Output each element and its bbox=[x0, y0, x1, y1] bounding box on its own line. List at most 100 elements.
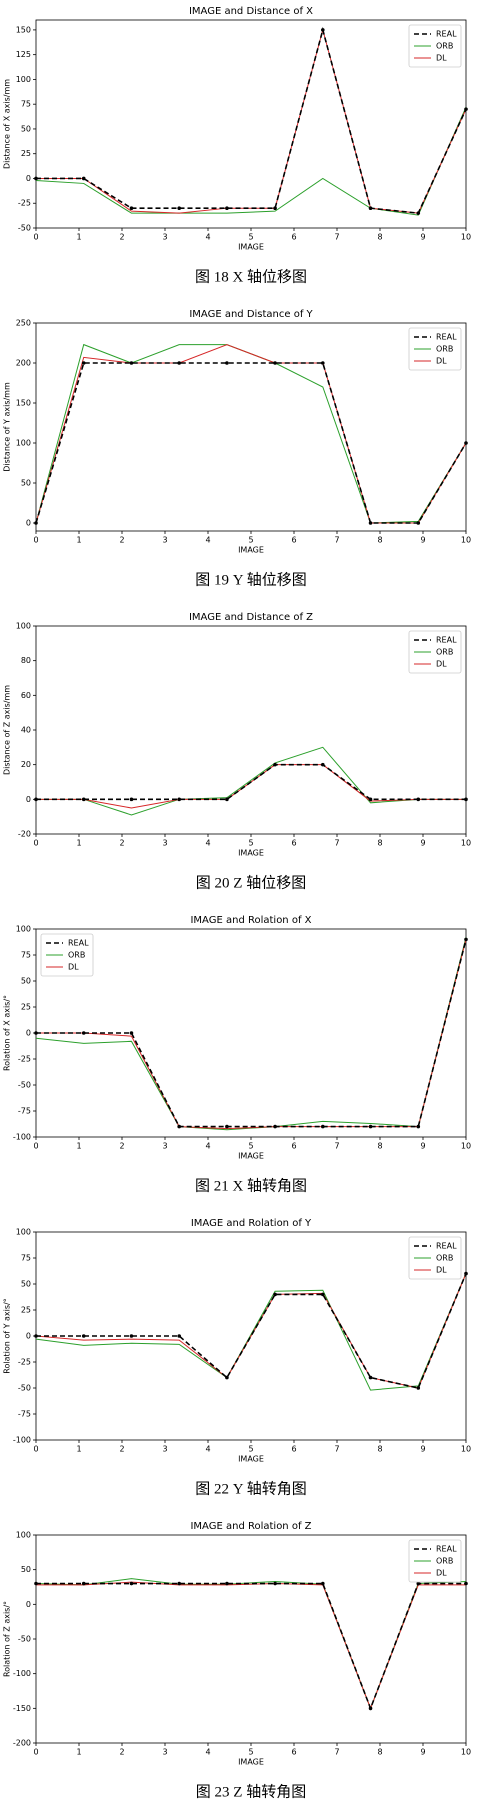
y-axis-label: Rolation of Z axis/° bbox=[3, 1601, 12, 1677]
x-tick-label: 0 bbox=[33, 233, 38, 242]
y-tick-label: 100 bbox=[16, 75, 31, 84]
x-tick-label: 4 bbox=[205, 839, 210, 848]
point bbox=[129, 206, 134, 210]
point bbox=[34, 1334, 38, 1338]
x-tick-label: 10 bbox=[461, 839, 471, 848]
point bbox=[225, 206, 229, 210]
x-tick-label: 0 bbox=[33, 1748, 38, 1757]
point bbox=[273, 1124, 277, 1129]
y-tick-label: -50 bbox=[18, 1635, 31, 1644]
x-tick-label: 1 bbox=[76, 839, 81, 848]
legend-label: DL bbox=[436, 1569, 447, 1578]
y-axis-label: Rolation of Y axis/° bbox=[3, 1298, 12, 1374]
y-tick-label: -75 bbox=[18, 1107, 31, 1116]
point bbox=[273, 1581, 277, 1586]
legend-label: DL bbox=[436, 1266, 447, 1275]
y-tick-label: -25 bbox=[18, 1055, 31, 1064]
y-tick-label: 100 bbox=[16, 925, 31, 934]
y-tick-label: -75 bbox=[18, 1410, 31, 1419]
y-axis-label: Distance of X axis/mm bbox=[3, 79, 12, 169]
point bbox=[273, 1292, 277, 1297]
legend-label: ORB bbox=[436, 42, 453, 51]
x-tick-label: 6 bbox=[291, 1445, 296, 1454]
x-tick-label: 9 bbox=[420, 839, 425, 848]
point bbox=[464, 1271, 468, 1276]
chart-title: IMAGE and Rolation of X bbox=[190, 915, 311, 926]
series-line bbox=[36, 27, 467, 214]
x-tick-label: 7 bbox=[334, 536, 339, 545]
x-tick-label: 5 bbox=[248, 536, 253, 545]
x-tick-label: 2 bbox=[119, 1445, 124, 1454]
legend-label: REAL bbox=[436, 30, 457, 39]
y-tick-label: 50 bbox=[21, 1280, 31, 1289]
x-tick-label: 2 bbox=[119, 1142, 124, 1151]
x-tick-label: 3 bbox=[162, 1142, 167, 1151]
x-axis-label: IMAGE bbox=[238, 1455, 264, 1464]
y-tick-label: 100 bbox=[16, 1228, 31, 1237]
x-tick-label: 9 bbox=[420, 536, 425, 545]
point bbox=[368, 1124, 373, 1129]
point bbox=[177, 1124, 181, 1129]
y-tick-label: 0 bbox=[26, 519, 31, 528]
x-tick-label: 6 bbox=[291, 536, 296, 545]
y-tick-label: 0 bbox=[26, 1600, 31, 1609]
point bbox=[225, 361, 229, 365]
point bbox=[416, 797, 421, 802]
x-tick-label: 1 bbox=[76, 536, 81, 545]
point bbox=[321, 762, 325, 767]
point bbox=[81, 797, 86, 802]
point bbox=[464, 1581, 468, 1586]
point bbox=[368, 206, 373, 210]
point bbox=[129, 1581, 134, 1586]
y-tick-label: 0 bbox=[26, 174, 31, 183]
x-tick-label: 4 bbox=[205, 1445, 210, 1454]
x-tick-label: 3 bbox=[162, 839, 167, 848]
x-tick-label: 8 bbox=[377, 839, 382, 848]
legend-label: REAL bbox=[436, 333, 457, 342]
series-line bbox=[36, 746, 466, 816]
caption: 图 20 Z 轴位移图 bbox=[196, 874, 306, 891]
point bbox=[416, 1386, 421, 1390]
series-line bbox=[36, 939, 467, 1130]
x-tick-label: 10 bbox=[461, 1748, 471, 1757]
y-tick-label: 75 bbox=[21, 1254, 31, 1263]
x-tick-label: 9 bbox=[420, 1142, 425, 1151]
point bbox=[464, 937, 468, 942]
series-line bbox=[36, 763, 466, 801]
x-tick-label: 6 bbox=[291, 233, 296, 242]
y-tick-label: 150 bbox=[16, 399, 31, 408]
y-tick-label: 0 bbox=[26, 795, 31, 804]
x-tick-label: 3 bbox=[162, 1445, 167, 1454]
legend-box bbox=[408, 1236, 462, 1280]
series-line bbox=[35, 1273, 467, 1389]
legend-box bbox=[40, 933, 94, 977]
y-tick-label: 200 bbox=[16, 359, 31, 368]
point bbox=[81, 361, 86, 365]
x-tick-label: 1 bbox=[76, 1748, 81, 1757]
point bbox=[177, 1581, 181, 1586]
x-tick-label: 9 bbox=[420, 1445, 425, 1454]
x-tick-label: 10 bbox=[461, 1445, 471, 1454]
x-tick-label: 10 bbox=[461, 536, 471, 545]
point bbox=[368, 521, 373, 525]
y-tick-label: 25 bbox=[21, 1003, 31, 1012]
y-axis-label: Distance of Y axis/mm bbox=[3, 382, 12, 472]
legend-label: REAL bbox=[436, 1242, 457, 1251]
y-tick-label: 0 bbox=[26, 1332, 31, 1341]
x-tick-label: 3 bbox=[162, 536, 167, 545]
caption: 图 21 X 轴转角图 bbox=[195, 1177, 307, 1194]
point bbox=[81, 1334, 86, 1338]
point bbox=[129, 797, 134, 802]
point bbox=[81, 1581, 86, 1586]
chart-title: IMAGE and Distance of Y bbox=[189, 309, 313, 320]
x-tick-label: 0 bbox=[33, 1142, 38, 1151]
x-tick-label: 10 bbox=[461, 233, 471, 242]
plot-frame bbox=[35, 19, 467, 229]
y-tick-label: 50 bbox=[21, 977, 31, 986]
point bbox=[225, 1375, 229, 1380]
legend-box bbox=[408, 24, 462, 68]
x-tick-label: 0 bbox=[33, 839, 38, 848]
point bbox=[177, 361, 181, 365]
y-tick-label: 20 bbox=[21, 760, 31, 769]
